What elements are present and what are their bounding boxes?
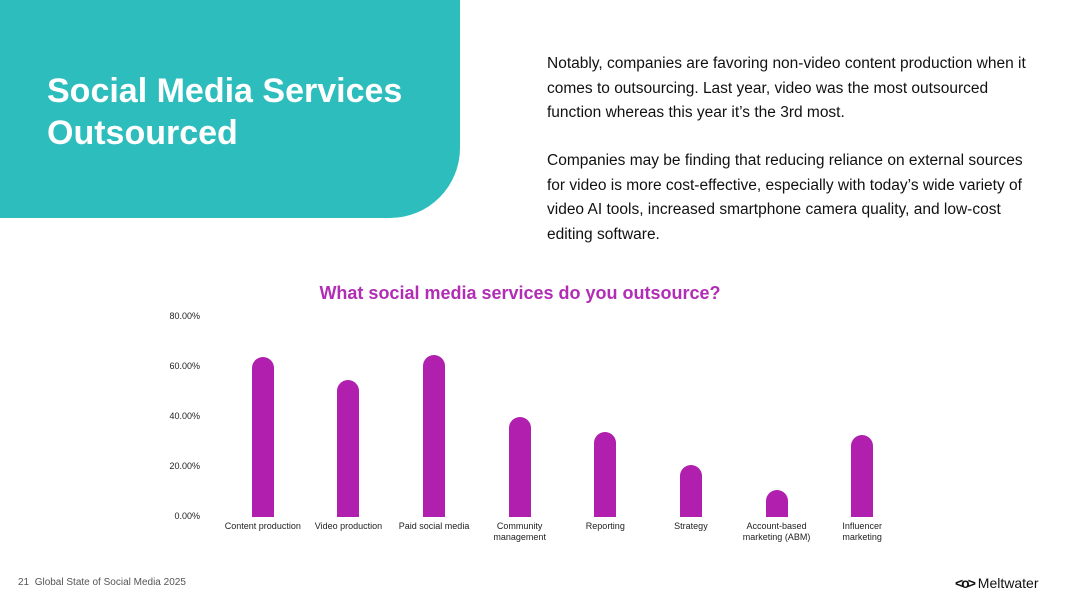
- x-tick-label: Reporting: [585, 521, 625, 531]
- header-panel: [0, 0, 460, 218]
- bar: [851, 434, 874, 517]
- y-tick-label: 20.00%: [169, 461, 200, 471]
- bar: [423, 354, 446, 517]
- chart-title: What social media services do you outsou…: [319, 283, 721, 303]
- report-name: Global State of Social Media 2025: [34, 577, 186, 588]
- y-tick-label: 80.00%: [169, 311, 200, 321]
- bar: [251, 357, 274, 517]
- x-tick-label: Community management: [493, 521, 546, 542]
- bar: [337, 379, 360, 517]
- y-tick-label: 40.00%: [169, 411, 200, 421]
- x-tick-label: Paid social media: [398, 521, 470, 531]
- x-tick-label: Account-based marketing (ABM): [742, 521, 811, 542]
- x-tick-label: Video production: [314, 521, 383, 531]
- x-tick-label: Influencer marketing: [842, 521, 882, 542]
- x-tick-label: Strategy: [674, 521, 708, 531]
- bar: [765, 489, 788, 517]
- page-number: 21: [18, 577, 30, 588]
- y-tick-label: 0.00%: [174, 511, 200, 521]
- slide-title: Social Media Services Outsourced: [47, 72, 403, 152]
- paragraph: Companies may be finding that reducing r…: [547, 152, 1023, 243]
- paragraph: Notably, companies are favoring non-vide…: [547, 55, 1026, 121]
- x-tick-label: Content production: [224, 521, 301, 531]
- bar: [508, 417, 531, 517]
- y-tick-label: 60.00%: [169, 361, 200, 371]
- bar: [594, 432, 617, 517]
- bar: [679, 464, 702, 517]
- brand: Meltwater: [977, 575, 1039, 591]
- footer: 21 Global State of Social Media 2025: [18, 577, 186, 588]
- logo-icon: <o>: [955, 575, 976, 591]
- logo: <o> Meltwater: [955, 575, 1038, 591]
